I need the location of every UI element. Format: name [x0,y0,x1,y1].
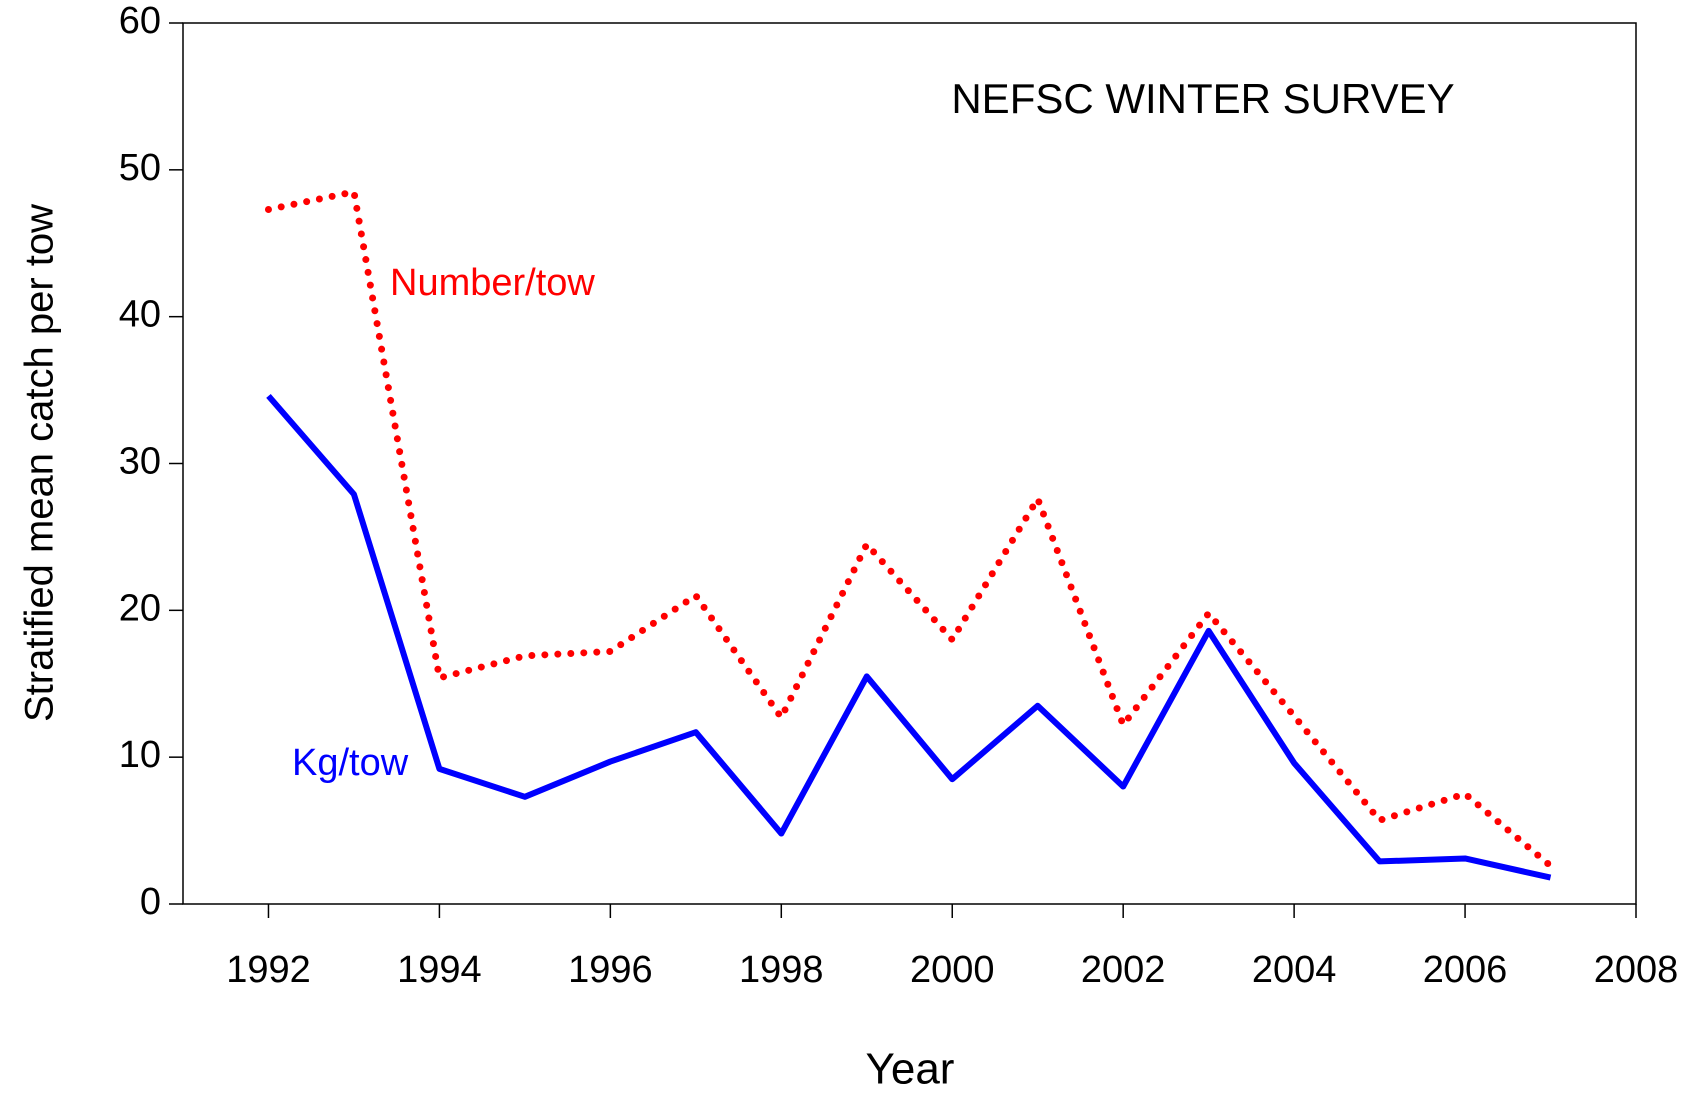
series-label: Kg/tow [292,742,409,784]
y-tick-label: 10 [119,734,161,776]
x-tick-label: 1998 [739,949,824,991]
y-tick-label: 20 [119,587,161,629]
series-label: Number/tow [390,262,595,304]
y-tick-label: 40 [119,294,161,336]
x-tick-label: 1992 [226,949,311,991]
y-tick-label: 30 [119,441,161,483]
chart-annotation: NEFSC WINTER SURVEY [951,75,1454,122]
y-tick-label: 50 [119,147,161,189]
x-tick-label: 1996 [568,949,653,991]
x-tick-label: 2006 [1423,949,1508,991]
x-tick-label: 2004 [1252,949,1337,991]
y-tick-label: 60 [119,0,161,42]
x-tick-label: 2000 [910,949,995,991]
y-tick-label: 0 [140,881,161,923]
x-tick-label: 2008 [1594,949,1679,991]
series-line [264,188,1555,870]
x-axis-label: Year [866,1045,955,1094]
series-line [266,393,1552,881]
x-tick-label: 1994 [397,949,482,991]
y-axis-label: Stratified mean catch per tow [18,204,62,722]
x-tick-label: 2002 [1081,949,1166,991]
